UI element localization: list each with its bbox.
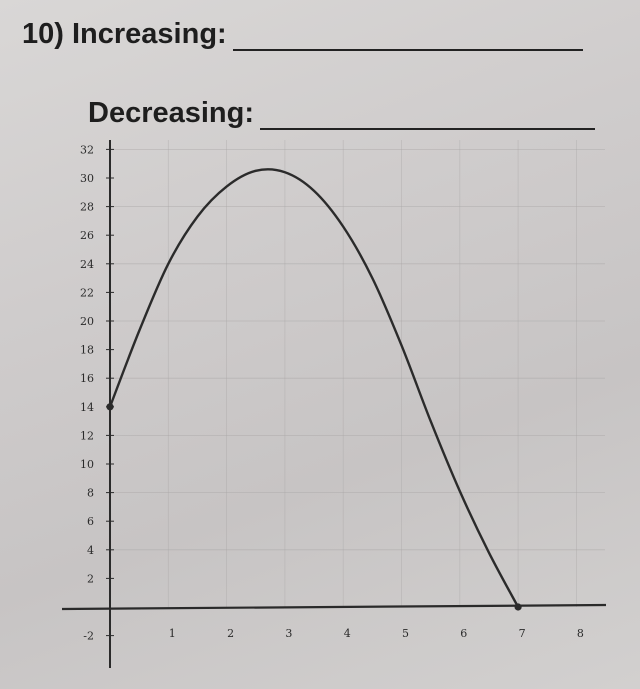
decreasing-prompt: Decreasing: (88, 97, 596, 130)
endpoint-dot (106, 403, 114, 411)
y-tick-label: 4 (87, 544, 94, 557)
x-tick-label: 3 (285, 627, 292, 640)
decreasing-label: Decreasing: (88, 97, 255, 129)
increasing-answer-blank[interactable] (232, 21, 583, 51)
y-tick-label: 26 (80, 229, 94, 242)
y-tick-label: 14 (80, 401, 94, 414)
increasing-prompt: 10) Increasing: (22, 18, 583, 51)
y-tick-label: 18 (80, 344, 94, 357)
x-tick-label: 4 (344, 627, 351, 640)
y-tick-label: 2 (87, 572, 94, 585)
increasing-label: Increasing: (71, 18, 227, 50)
y-tick-label: -2 (83, 630, 94, 643)
y-tick-label: 12 (80, 429, 94, 442)
x-tick-label: 1 (169, 627, 176, 640)
x-tick-label: 6 (460, 627, 467, 640)
axes (61, 140, 607, 668)
y-tick-label: 16 (80, 372, 94, 385)
y-tick-label: 24 (80, 258, 94, 271)
x-axis (61, 603, 607, 611)
y-tick-label: 10 (80, 458, 94, 471)
question-number: 10) (22, 18, 64, 50)
y-tick-label: 6 (87, 515, 94, 528)
y-tick-label: 30 (80, 172, 94, 185)
y-tick-label: 20 (80, 315, 94, 328)
function-curve (108, 168, 520, 609)
x-tick-label: 5 (402, 627, 409, 640)
x-tick-label: 7 (519, 627, 526, 640)
x-tick-label: 2 (227, 627, 234, 640)
y-tick-label: 28 (80, 201, 94, 214)
y-tick-label: 8 (87, 487, 94, 500)
y-tick-label: 32 (80, 143, 94, 156)
y-tick-label: 22 (80, 286, 94, 299)
x-tick-label: 8 (577, 627, 584, 640)
decreasing-answer-blank[interactable] (260, 100, 596, 130)
curve-layer (106, 168, 522, 611)
endpoint-dot (514, 603, 522, 611)
grid (110, 140, 605, 607)
